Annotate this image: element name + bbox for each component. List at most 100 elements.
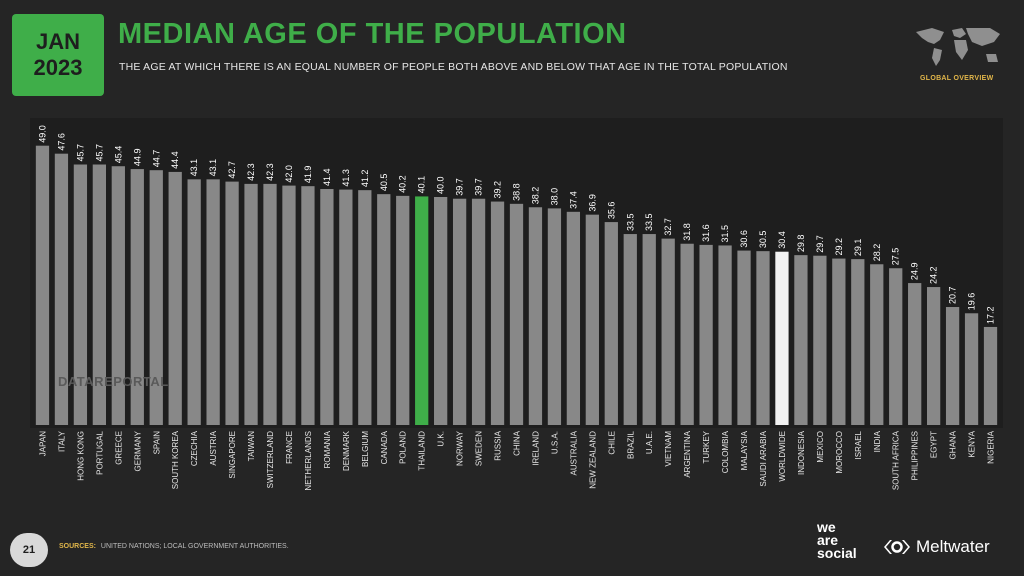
bar-portugal xyxy=(92,164,106,425)
bar-value-label: 49.0 xyxy=(37,125,47,143)
logo-line-are: are xyxy=(817,532,839,548)
bar-value-label: 31.8 xyxy=(682,223,692,241)
meltwater-icon xyxy=(884,540,910,554)
bar-kenya xyxy=(964,313,979,425)
bar-value-label: 39.7 xyxy=(455,178,465,196)
bar-value-label: 33.5 xyxy=(625,214,635,232)
category-label: MOROCCO xyxy=(835,431,844,474)
category-label: U.A.E. xyxy=(645,431,654,454)
page-subtitle: THE AGE AT WHICH THERE IS AN EQUAL NUMBE… xyxy=(119,61,788,73)
bar-value-label: 41.4 xyxy=(322,168,332,186)
bar-russia xyxy=(490,201,505,425)
bar-value-label: 42.3 xyxy=(265,163,275,181)
category-label: GERMANY xyxy=(133,430,142,471)
bar-argentina xyxy=(680,243,694,425)
bar-poland xyxy=(396,195,410,425)
bar-thailand xyxy=(415,196,429,425)
world-map-icon xyxy=(916,28,1000,66)
bar-value-label: 41.9 xyxy=(303,166,313,184)
bar-value-label: 44.4 xyxy=(170,151,180,169)
category-label: BELGIUM xyxy=(361,431,370,467)
bar-value-label: 43.1 xyxy=(189,159,199,177)
bar-value-label: 32.7 xyxy=(663,218,673,236)
we-are-social-logo: we are social xyxy=(817,520,857,560)
bar-value-label: 38.0 xyxy=(549,188,559,206)
category-label: ROMANIA xyxy=(323,430,332,468)
section-label: GLOBAL OVERVIEW xyxy=(920,75,994,82)
category-label: BRAZIL xyxy=(626,430,635,459)
bar-malaysia xyxy=(737,250,751,425)
category-label: GHANA xyxy=(949,430,958,459)
bar-value-label: 24.2 xyxy=(929,267,939,285)
bar-value-label: 24.9 xyxy=(910,263,920,281)
category-label: PHILIPPINES xyxy=(911,431,920,480)
bar-value-label: 27.5 xyxy=(891,248,901,266)
category-label: SPAIN xyxy=(152,431,161,455)
bar-value-label: 41.2 xyxy=(360,170,370,188)
bar-austria xyxy=(206,179,220,425)
bar-value-label: 42.3 xyxy=(246,163,256,181)
bar-value-label: 40.2 xyxy=(398,175,408,193)
bar-value-label: 45.4 xyxy=(113,146,123,164)
bar-value-label: 29.2 xyxy=(834,238,844,256)
bar-value-label: 20.7 xyxy=(948,286,958,304)
category-label: INDONESIA xyxy=(797,430,806,475)
bar-egypt xyxy=(927,287,941,425)
bar-singapore xyxy=(225,181,239,425)
bar-ghana xyxy=(945,307,960,425)
bar-vietnam xyxy=(661,238,675,425)
bar-value-label: 19.6 xyxy=(967,293,977,311)
bar-value-label: 45.7 xyxy=(75,144,85,162)
category-label: SAUDI ARABIA xyxy=(759,430,768,486)
category-label: CANADA xyxy=(380,430,389,464)
category-label: MEXICO xyxy=(816,431,825,463)
category-label: AUSTRALIA xyxy=(569,430,578,475)
bar-value-label: 39.2 xyxy=(493,181,503,199)
bar-indonesia xyxy=(794,255,808,425)
category-label: RUSSIA xyxy=(494,430,503,460)
bar-chile xyxy=(604,222,618,425)
category-label: ISRAEL xyxy=(854,430,863,459)
category-label: U.S.A. xyxy=(550,431,559,454)
bar-value-label: 40.1 xyxy=(417,176,427,194)
bar-value-label: 40.5 xyxy=(379,174,389,192)
date-badge: JAN 2023 xyxy=(12,14,104,96)
category-label: CHINA xyxy=(513,430,522,456)
bar-value-label: 28.2 xyxy=(872,244,882,262)
bar-value-label: 30.4 xyxy=(777,231,787,249)
category-label: COLOMBIA xyxy=(721,430,730,473)
bar-value-label: 38.2 xyxy=(530,187,540,205)
bar-worldwide xyxy=(775,251,789,425)
bar-denmark xyxy=(339,189,353,425)
bar-canada xyxy=(377,194,391,425)
bar-saudi-arabia xyxy=(756,251,770,425)
category-label: MALAYSIA xyxy=(740,430,749,470)
bar-spain xyxy=(149,170,163,425)
category-label: NORWAY xyxy=(456,430,465,466)
bar-u-a-e xyxy=(642,234,656,425)
bar-u-k xyxy=(434,197,448,425)
bar-morocco xyxy=(832,258,846,425)
sources-note: SOURCES: UNITED NATIONS; LOCAL GOVERNMEN… xyxy=(59,543,289,550)
bar-value-label: 36.9 xyxy=(587,194,597,212)
bar-value-label: 44.9 xyxy=(132,149,142,167)
bar-brazil xyxy=(623,234,637,425)
bar-ireland xyxy=(528,207,543,425)
bar-netherlands xyxy=(301,186,315,425)
bar-value-label: 47.6 xyxy=(56,133,66,151)
bar-norway xyxy=(452,198,467,425)
bar-hong-kong xyxy=(73,164,88,425)
bar-france xyxy=(282,185,296,425)
datareportal-watermark: DATAREPORTAL xyxy=(58,374,169,389)
bar-israel xyxy=(851,259,865,425)
meltwater-logo: Meltwater xyxy=(882,537,990,557)
category-label: DENMARK xyxy=(342,430,351,471)
category-label: IRELAND xyxy=(531,431,540,466)
bar-value-label: 44.7 xyxy=(151,150,161,168)
meltwater-wordmark: Meltwater xyxy=(916,537,990,556)
category-label: POLAND xyxy=(399,431,408,464)
sources-text: UNITED NATIONS; LOCAL GOVERNMENT AUTHORI… xyxy=(100,543,289,550)
category-label: WORLDWIDE xyxy=(778,431,787,482)
bar-australia xyxy=(566,211,581,425)
